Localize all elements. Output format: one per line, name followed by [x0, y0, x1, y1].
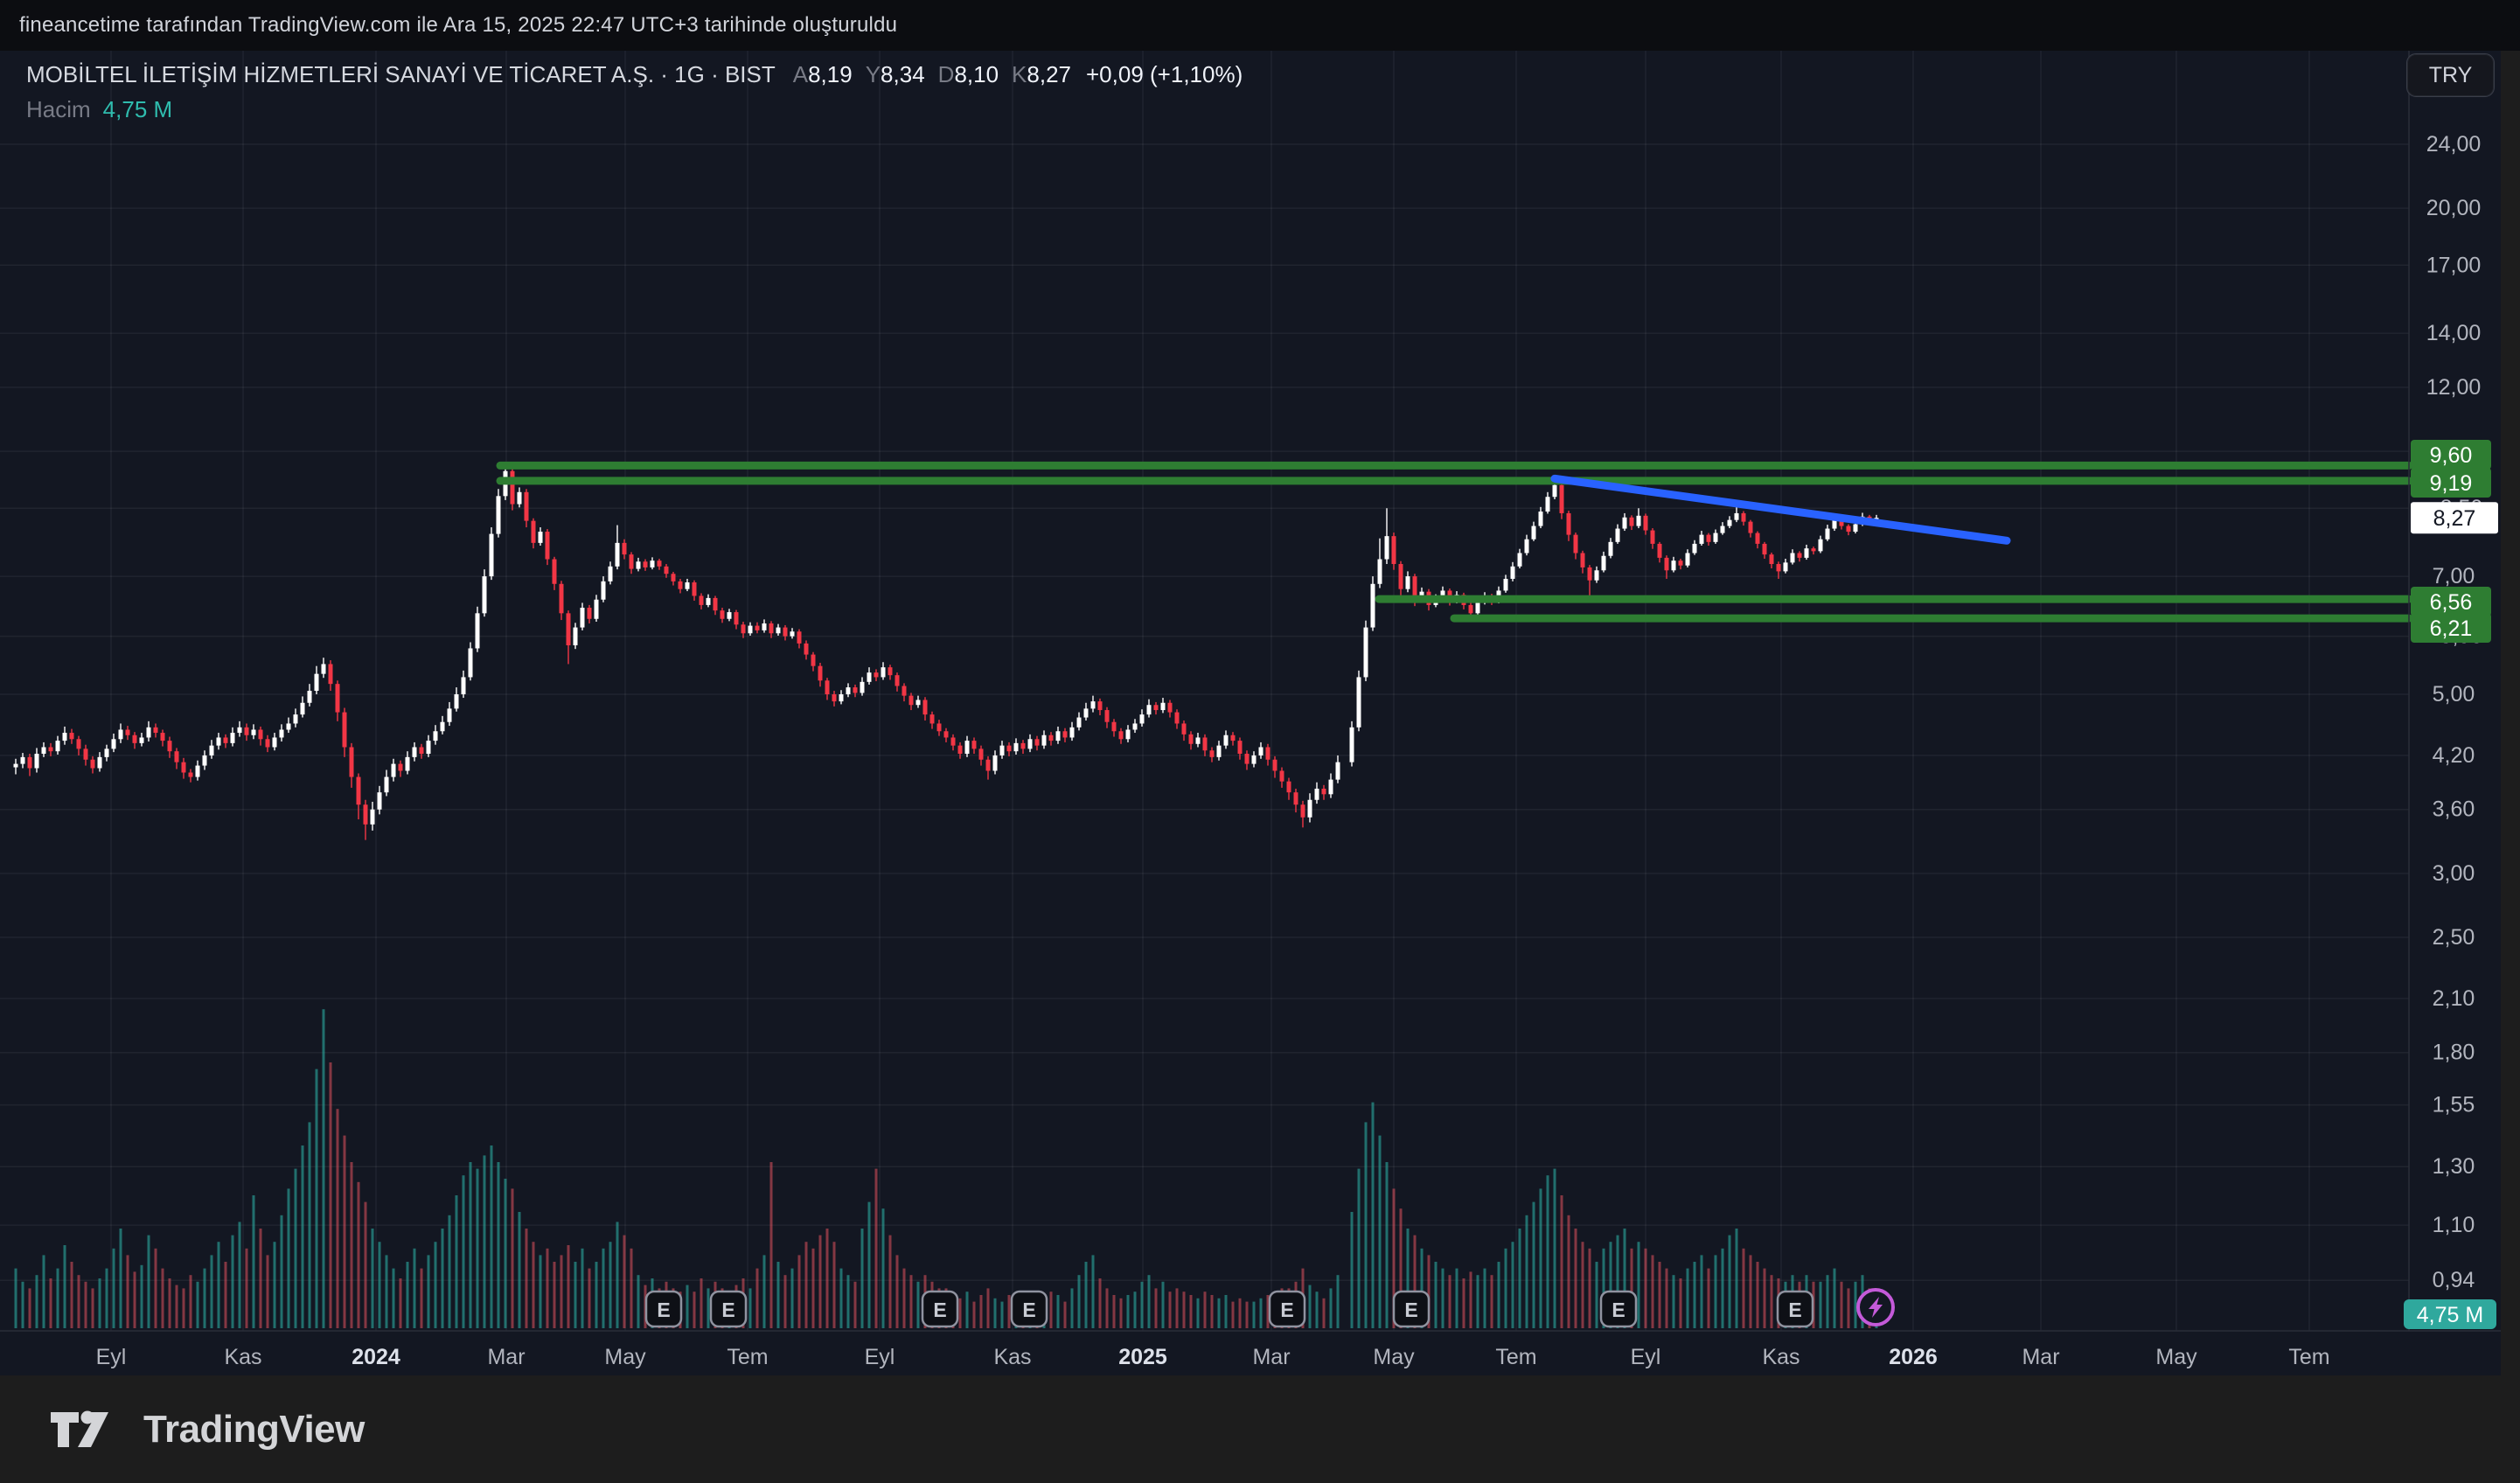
- time-tick-month: Eyl: [1631, 1345, 1661, 1369]
- svg-text:6,56: 6,56: [2430, 590, 2473, 615]
- level-price-label: 6,21: [2411, 613, 2491, 643]
- price-tick-label: 1,80: [2433, 1041, 2475, 1065]
- ohlc-value: 8,34: [881, 61, 925, 87]
- volume-row: Hacim 4,75 M: [26, 96, 1243, 123]
- volume-value: 4,75 M: [102, 96, 173, 122]
- earnings-badge[interactable]: E: [644, 1290, 683, 1328]
- price-tick-label: 0,94: [2433, 1268, 2475, 1292]
- earnings-letter: E: [933, 1298, 946, 1321]
- price-tick-label: 12,00: [2426, 375, 2482, 400]
- price-chart[interactable]: EEEEEEEE10,008,505,9024,0020,0017,0014,0…: [0, 51, 2501, 1375]
- ohlc-readout: A8,19 Y8,34 D8,10 K8,27: [793, 61, 1084, 87]
- price-tick-label: 1,55: [2433, 1093, 2475, 1117]
- earnings-badge[interactable]: E: [1599, 1290, 1638, 1328]
- earnings-letter: E: [1404, 1298, 1417, 1321]
- time-tick-month: Kas: [1762, 1345, 1800, 1369]
- ohlc-value: 8,27: [1027, 61, 1071, 87]
- price-tick-label: 14,00: [2426, 321, 2482, 345]
- time-tick-year: 2024: [352, 1345, 400, 1369]
- tradingview-logo-icon: [51, 1410, 108, 1447]
- level-price-label: 9,60: [2411, 440, 2491, 470]
- price-tick-label: 2,10: [2433, 986, 2475, 1011]
- earnings-badge[interactable]: E: [709, 1290, 748, 1328]
- earnings-badge[interactable]: E: [1392, 1290, 1431, 1328]
- attribution-bar: fineancetime tarafından TradingView.com …: [0, 0, 2520, 51]
- price-tick-label: 20,00: [2426, 196, 2482, 220]
- price-tick-label: 3,00: [2433, 861, 2475, 886]
- attribution-text: fineancetime tarafından TradingView.com …: [19, 13, 898, 37]
- tradingview-wordmark: TradingView: [143, 1407, 365, 1451]
- ohlc-letter: Y: [865, 61, 881, 87]
- time-tick-month: Eyl: [96, 1345, 127, 1369]
- grid-lines: [0, 51, 2409, 1331]
- earnings-badge[interactable]: E: [1776, 1290, 1814, 1328]
- level-price-label: 6,56: [2411, 587, 2491, 616]
- earnings-badge[interactable]: E: [921, 1290, 959, 1328]
- change-readout: +0,09 (+1,10%): [1086, 61, 1243, 87]
- svg-text:6,21: 6,21: [2430, 616, 2473, 641]
- time-tick-month: May: [1373, 1345, 1415, 1369]
- ohlc-letter: A: [792, 61, 809, 87]
- time-axis[interactable]: Eyl Kas 2024 Mar May Tem Eyl Kas 2025 Mar May Tem Ey…: [96, 1345, 2330, 1369]
- price-tick-label: 17,00: [2426, 253, 2482, 277]
- price-tick-label: 1,30: [2433, 1154, 2475, 1179]
- svg-text:9,60: 9,60: [2430, 443, 2473, 468]
- ohlc-letter: K: [1012, 61, 1027, 87]
- earnings-letter: E: [1280, 1298, 1293, 1321]
- earnings-badge[interactable]: E: [1010, 1290, 1048, 1328]
- flash-icon[interactable]: [1856, 1288, 1895, 1326]
- earnings-letter: E: [657, 1298, 670, 1321]
- level-price-label: 9,19: [2411, 468, 2491, 498]
- currency-toggle-button[interactable]: TRY: [2406, 53, 2495, 97]
- current-price-label: 8,27: [2411, 502, 2498, 534]
- time-tick-month: Kas: [993, 1345, 1031, 1369]
- time-tick-year: 2026: [1889, 1345, 1938, 1369]
- time-tick-month: May: [604, 1345, 646, 1369]
- volume-axis-label: 4,75 M: [2404, 1299, 2496, 1329]
- ohlc-letter: D: [937, 61, 955, 87]
- footer-bar: TradingView: [0, 1375, 2520, 1483]
- earnings-letter: E: [1612, 1298, 1625, 1321]
- ohlc-value: 8,10: [954, 61, 999, 87]
- candle-series: [13, 463, 1879, 840]
- time-tick-month: Eyl: [865, 1345, 895, 1369]
- symbol-title-row: MOBİLTEL İLETİŞİM HİZMETLERİ SANAYİ VE T…: [26, 61, 1243, 88]
- price-tick-label: 5,00: [2433, 682, 2475, 707]
- price-tick-label: 3,60: [2433, 797, 2475, 822]
- time-tick-year: 2025: [1118, 1345, 1167, 1369]
- symbol-legend: MOBİLTEL İLETİŞİM HİZMETLERİ SANAYİ VE T…: [26, 61, 1243, 123]
- chart-canvas[interactable]: EEEEEEEE10,008,505,9024,0020,0017,0014,0…: [0, 51, 2501, 1375]
- svg-text:9,19: 9,19: [2430, 471, 2473, 496]
- earnings-letter: E: [1022, 1298, 1035, 1321]
- price-tick-label: 1,10: [2433, 1213, 2475, 1237]
- ohlc-value: 8,19: [808, 61, 853, 87]
- svg-text:8,27: 8,27: [2433, 506, 2476, 531]
- time-tick-month: Mar: [487, 1345, 525, 1369]
- earnings-badge[interactable]: E: [1268, 1290, 1306, 1328]
- earnings-letter: E: [1788, 1298, 1801, 1321]
- price-tick-label: 4,20: [2433, 743, 2475, 768]
- time-tick-month: May: [2155, 1345, 2197, 1369]
- symbol-title: MOBİLTEL İLETİŞİM HİZMETLERİ SANAYİ VE T…: [26, 61, 776, 87]
- volume-label: Hacim: [26, 96, 91, 122]
- price-axis[interactable]: 10,008,505,9024,0020,0017,0014,0012,007,…: [2404, 132, 2498, 1329]
- time-tick-month: Kas: [224, 1345, 261, 1369]
- price-tick-label: 7,00: [2433, 564, 2475, 588]
- earnings-letter: E: [721, 1298, 734, 1321]
- time-tick-month: Tem: [727, 1345, 768, 1369]
- time-tick-month: Tem: [1495, 1345, 1536, 1369]
- price-tick-label: 24,00: [2426, 132, 2482, 157]
- price-tick-label: 2,50: [2433, 925, 2475, 950]
- time-tick-month: Tem: [2288, 1345, 2329, 1369]
- descending-trend-line[interactable]: [1550, 474, 2011, 545]
- time-tick-month: Mar: [2022, 1345, 2059, 1369]
- time-tick-month: Mar: [1252, 1345, 1290, 1369]
- svg-text:4,75 M: 4,75 M: [2417, 1303, 2483, 1327]
